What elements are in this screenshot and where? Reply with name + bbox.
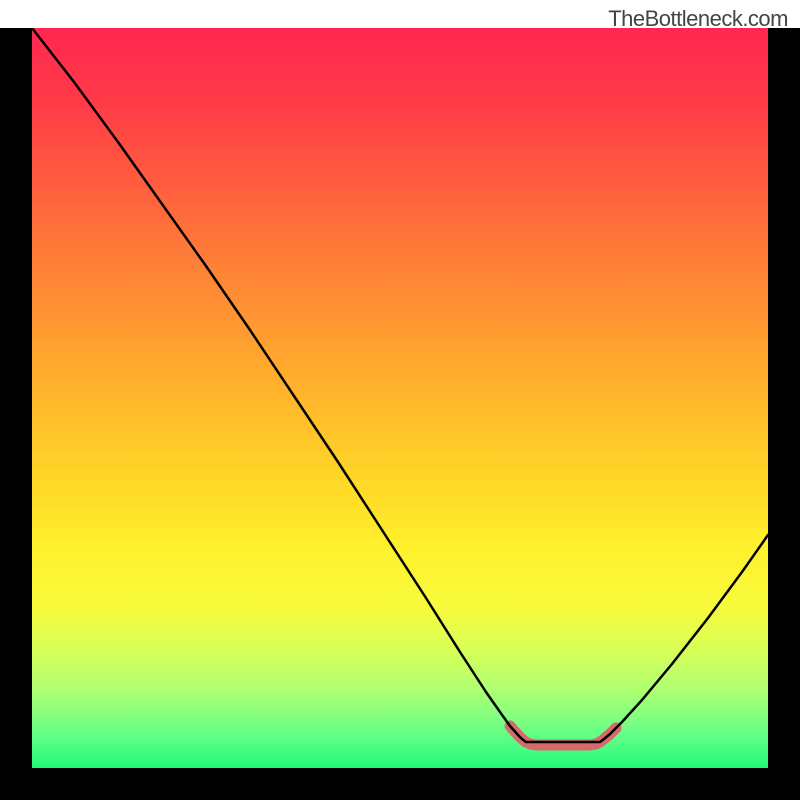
chart-frame [0,28,800,800]
watermark-text: TheBottleneck.com [608,6,788,32]
bottleneck-curve [32,28,768,742]
curve-layer [32,28,768,768]
plot-area [32,28,768,768]
